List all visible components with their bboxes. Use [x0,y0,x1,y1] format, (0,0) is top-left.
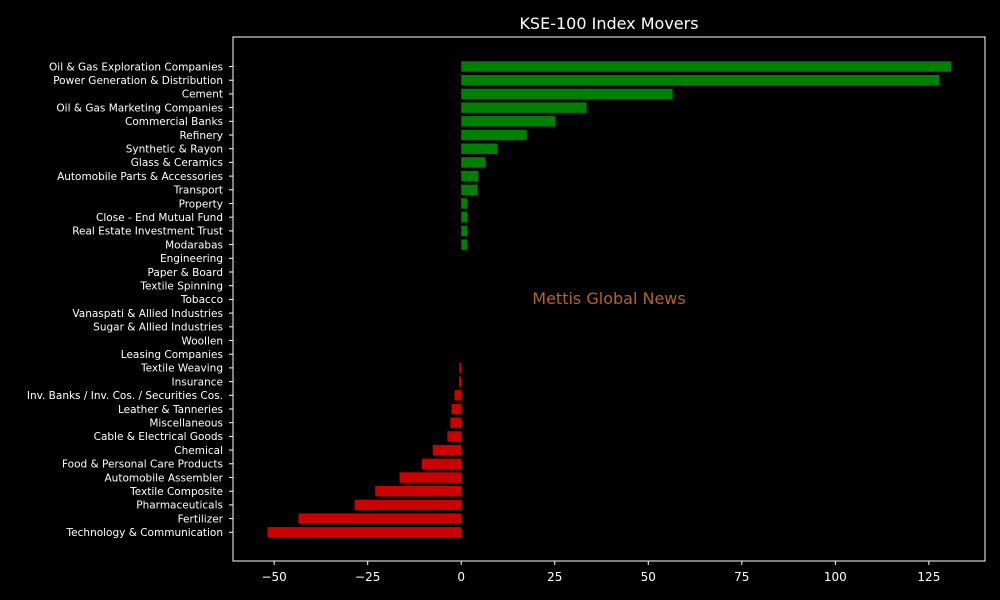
category-label: Transport [173,185,223,197]
category-label: Technology & Communication [66,527,223,539]
bar [375,486,462,497]
bar [461,75,940,86]
bar [461,184,478,195]
bar [461,129,527,141]
bar [461,102,587,113]
bar [461,170,479,182]
category-label: Oil & Gas Exploration Companies [49,61,223,73]
chart-title: KSE-100 Index Movers [519,14,698,33]
category-label: Automobile Assembler [105,472,224,484]
category-label: Textile Composite [129,486,223,498]
category-label: Automobile Parts & Accessories [57,171,223,183]
category-label: Real Estate Investment Trust [72,226,223,238]
category-label: Vanaspati & Allied Industries [72,308,223,320]
bar [461,88,673,100]
category-label: Oil & Gas Marketing Companies [56,102,223,114]
bar [461,198,468,209]
bar [461,116,556,127]
category-label: Textile Spinning [139,281,223,293]
category-label: Tobacco [180,294,223,306]
category-label: Inv. Banks / Inv. Cos. / Securities Cos. [27,390,223,402]
category-label: Chemical [174,445,223,457]
x-tick-label: 75 [734,570,749,584]
category-label: Glass & Ceramics [131,157,223,169]
category-label: Close - End Mutual Fund [96,212,223,224]
bar [459,362,462,374]
category-label: Property [179,198,223,210]
category-label: Power Generation & Distribution [53,75,223,87]
category-label: Cable & Electrical Goods [94,431,223,443]
category-label: Engineering [160,253,223,265]
category-label: Synthetic & Rayon [126,144,223,156]
bar [461,157,486,168]
category-label: Pharmaceuticals [136,500,223,512]
category-label: Commercial Banks [125,116,223,128]
x-tick-label: 50 [641,570,656,584]
bar [461,225,468,237]
category-label: Miscellaneous [149,418,223,430]
x-tick-label: 125 [917,570,940,584]
category-label: Woollen [181,335,223,347]
category-label: Insurance [171,376,223,388]
category-label: Modarabas [165,239,223,251]
category-labels: Oil & Gas Exploration Companies Power Gen… [27,61,233,539]
category-label: Paper & Board [148,267,223,279]
bar [298,513,462,524]
bar [447,431,462,442]
bar [461,239,468,250]
bar [458,376,462,387]
category-label: Leasing Companies [121,349,223,361]
bar [461,61,952,72]
bar [461,143,498,154]
x-tick-label: −50 [261,570,286,584]
watermark-text: Mettis Global News [532,289,685,308]
x-axis-ticks: −50 −25 0 25 50 75 100 125 [261,561,940,584]
category-label: Food & Personal Care Products [62,459,223,471]
bar [432,444,462,456]
category-label: Sugar & Allied Industries [93,322,223,334]
bar [461,212,468,223]
bar [421,458,462,469]
x-tick-label: 0 [457,570,465,584]
bar [451,403,462,415]
x-tick-label: −25 [355,570,380,584]
bar [450,417,462,428]
category-label: Fertilizer [178,513,224,525]
bar [399,472,462,483]
bars-group [267,61,952,538]
bar [454,390,462,401]
x-tick-label: 25 [547,570,562,584]
category-label: Textile Weaving [140,363,223,375]
category-label: Leather & Tanneries [118,404,223,416]
bar [267,527,462,538]
bar [354,499,462,511]
category-label: Refinery [179,130,223,142]
category-label: Cement [182,89,223,101]
x-tick-label: 100 [824,570,847,584]
